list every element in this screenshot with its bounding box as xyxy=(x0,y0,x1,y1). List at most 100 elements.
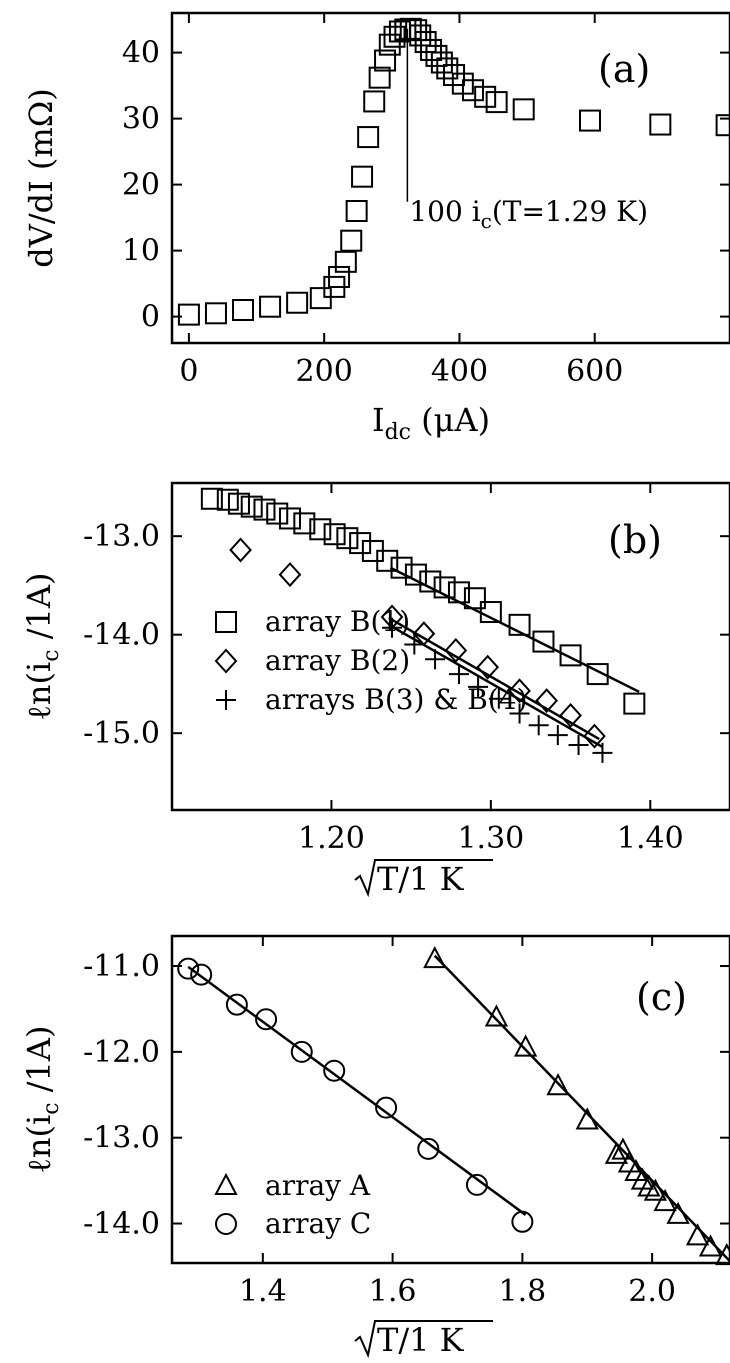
data-point xyxy=(637,1174,661,1197)
data-point xyxy=(425,649,446,670)
data-point xyxy=(404,634,425,655)
data-point xyxy=(698,1234,723,1257)
y-tick-label: 30 xyxy=(122,102,160,137)
legend-marker xyxy=(215,611,237,633)
legend-marker xyxy=(216,690,236,710)
data-point xyxy=(374,49,397,72)
sqrt-sign xyxy=(354,859,493,898)
panel-c: 1.4 1.6 1.8 2.0 -11.0 -12.0 -13.0 -14.0 (c) ℓn(ic… xyxy=(20,934,730,1359)
x-tick-label: 200 xyxy=(296,354,353,389)
sqrt-sign xyxy=(354,1320,493,1359)
fit-line xyxy=(389,566,640,693)
data-point xyxy=(623,692,646,715)
data-point xyxy=(512,98,535,121)
data-point xyxy=(559,702,582,728)
data-point xyxy=(368,66,391,89)
data-point xyxy=(363,90,386,113)
data-point xyxy=(468,676,489,697)
y-tick-label: -12.0 xyxy=(83,1035,160,1070)
data-point xyxy=(592,742,613,763)
y-tick-label: 10 xyxy=(122,234,160,269)
y-tick-label: -14.0 xyxy=(83,1207,160,1242)
data-point xyxy=(666,1201,690,1224)
data-point xyxy=(200,487,223,510)
x-tick-label: 400 xyxy=(431,354,488,389)
data-point xyxy=(511,1210,534,1233)
data-point xyxy=(349,532,372,555)
data-point xyxy=(376,549,399,572)
data-point xyxy=(575,1107,599,1130)
plot-frame xyxy=(170,11,730,345)
data-point xyxy=(465,1173,488,1196)
data-point xyxy=(528,715,549,736)
legend: array B(1) array B(2) arrays B(3) & B(4) xyxy=(214,605,527,716)
data-point xyxy=(532,630,555,653)
data-point xyxy=(334,250,357,273)
data-point xyxy=(484,1004,509,1027)
x-tick-label: 1.8 xyxy=(499,1274,547,1309)
data-point xyxy=(508,613,531,636)
y-axis-title: ℓn(ic /1A) xyxy=(20,573,64,721)
legend-label: array A xyxy=(265,1169,371,1202)
data-point xyxy=(583,723,606,749)
data-point xyxy=(433,576,456,599)
y-tick-label: 0 xyxy=(141,300,160,335)
data-point xyxy=(447,581,470,604)
data-point xyxy=(488,688,509,709)
data-point xyxy=(225,993,248,1016)
x-axis-title: Idc (μA) xyxy=(372,401,490,445)
data-point xyxy=(336,527,359,550)
legend-label: array C xyxy=(265,1207,371,1240)
data-point xyxy=(375,1096,398,1119)
legend-label: array B(1) xyxy=(265,605,410,638)
data-point xyxy=(559,644,582,667)
data-point xyxy=(546,1073,570,1096)
x-tick-label: 1.6 xyxy=(369,1274,417,1309)
data-point xyxy=(404,563,427,586)
annotation-text: 100 ic(T=1.29 K) xyxy=(409,195,648,233)
data-point xyxy=(309,287,332,310)
data-point xyxy=(240,495,263,518)
data-point xyxy=(177,957,200,980)
data-point xyxy=(568,734,589,755)
data-point xyxy=(715,1242,730,1266)
data-point xyxy=(293,512,316,535)
data-point xyxy=(328,266,351,288)
x-tick-label: 2.0 xyxy=(628,1274,676,1309)
data-point xyxy=(351,165,374,188)
data-point xyxy=(586,663,609,686)
legend-marker xyxy=(214,648,238,674)
data-point xyxy=(476,654,500,680)
data-point xyxy=(535,688,559,714)
data-point xyxy=(474,85,497,108)
data-point xyxy=(204,302,227,325)
fit-line xyxy=(388,616,600,741)
data-point xyxy=(649,113,672,136)
y-axis-title: ℓn(ic /1A) xyxy=(20,1026,64,1174)
data-point xyxy=(444,637,468,663)
x-tick-label: 1.4 xyxy=(239,1274,287,1309)
legend: array A array C xyxy=(214,1169,371,1240)
data-point xyxy=(461,79,484,102)
data-point xyxy=(604,1141,629,1164)
series-circle xyxy=(177,957,534,1233)
x-tick-label: 1.30 xyxy=(457,821,524,856)
data-point xyxy=(290,1040,313,1063)
data-point xyxy=(286,291,309,314)
data-point xyxy=(340,229,363,252)
fit-line xyxy=(187,965,527,1216)
data-point xyxy=(417,1137,440,1160)
data-point xyxy=(436,57,459,80)
legend-label: arrays B(3) & B(4) xyxy=(265,683,527,716)
data-point xyxy=(448,664,469,685)
x-tick-label: 1.20 xyxy=(298,821,365,856)
data-point xyxy=(253,498,276,521)
data-point xyxy=(578,109,601,132)
data-point xyxy=(357,126,380,149)
data-point xyxy=(323,1059,346,1082)
data-point xyxy=(685,1223,710,1246)
data-point xyxy=(479,601,502,624)
data-point xyxy=(443,64,466,87)
x-axis-title: T/1 K xyxy=(377,1321,465,1359)
